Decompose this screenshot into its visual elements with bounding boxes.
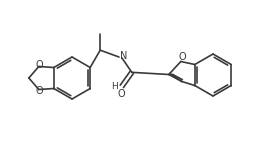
Text: O: O bbox=[35, 86, 43, 96]
Text: N: N bbox=[120, 51, 127, 60]
Text: O: O bbox=[117, 89, 125, 99]
Text: O: O bbox=[178, 52, 185, 62]
Text: O: O bbox=[35, 60, 43, 70]
Text: H: H bbox=[112, 82, 118, 91]
